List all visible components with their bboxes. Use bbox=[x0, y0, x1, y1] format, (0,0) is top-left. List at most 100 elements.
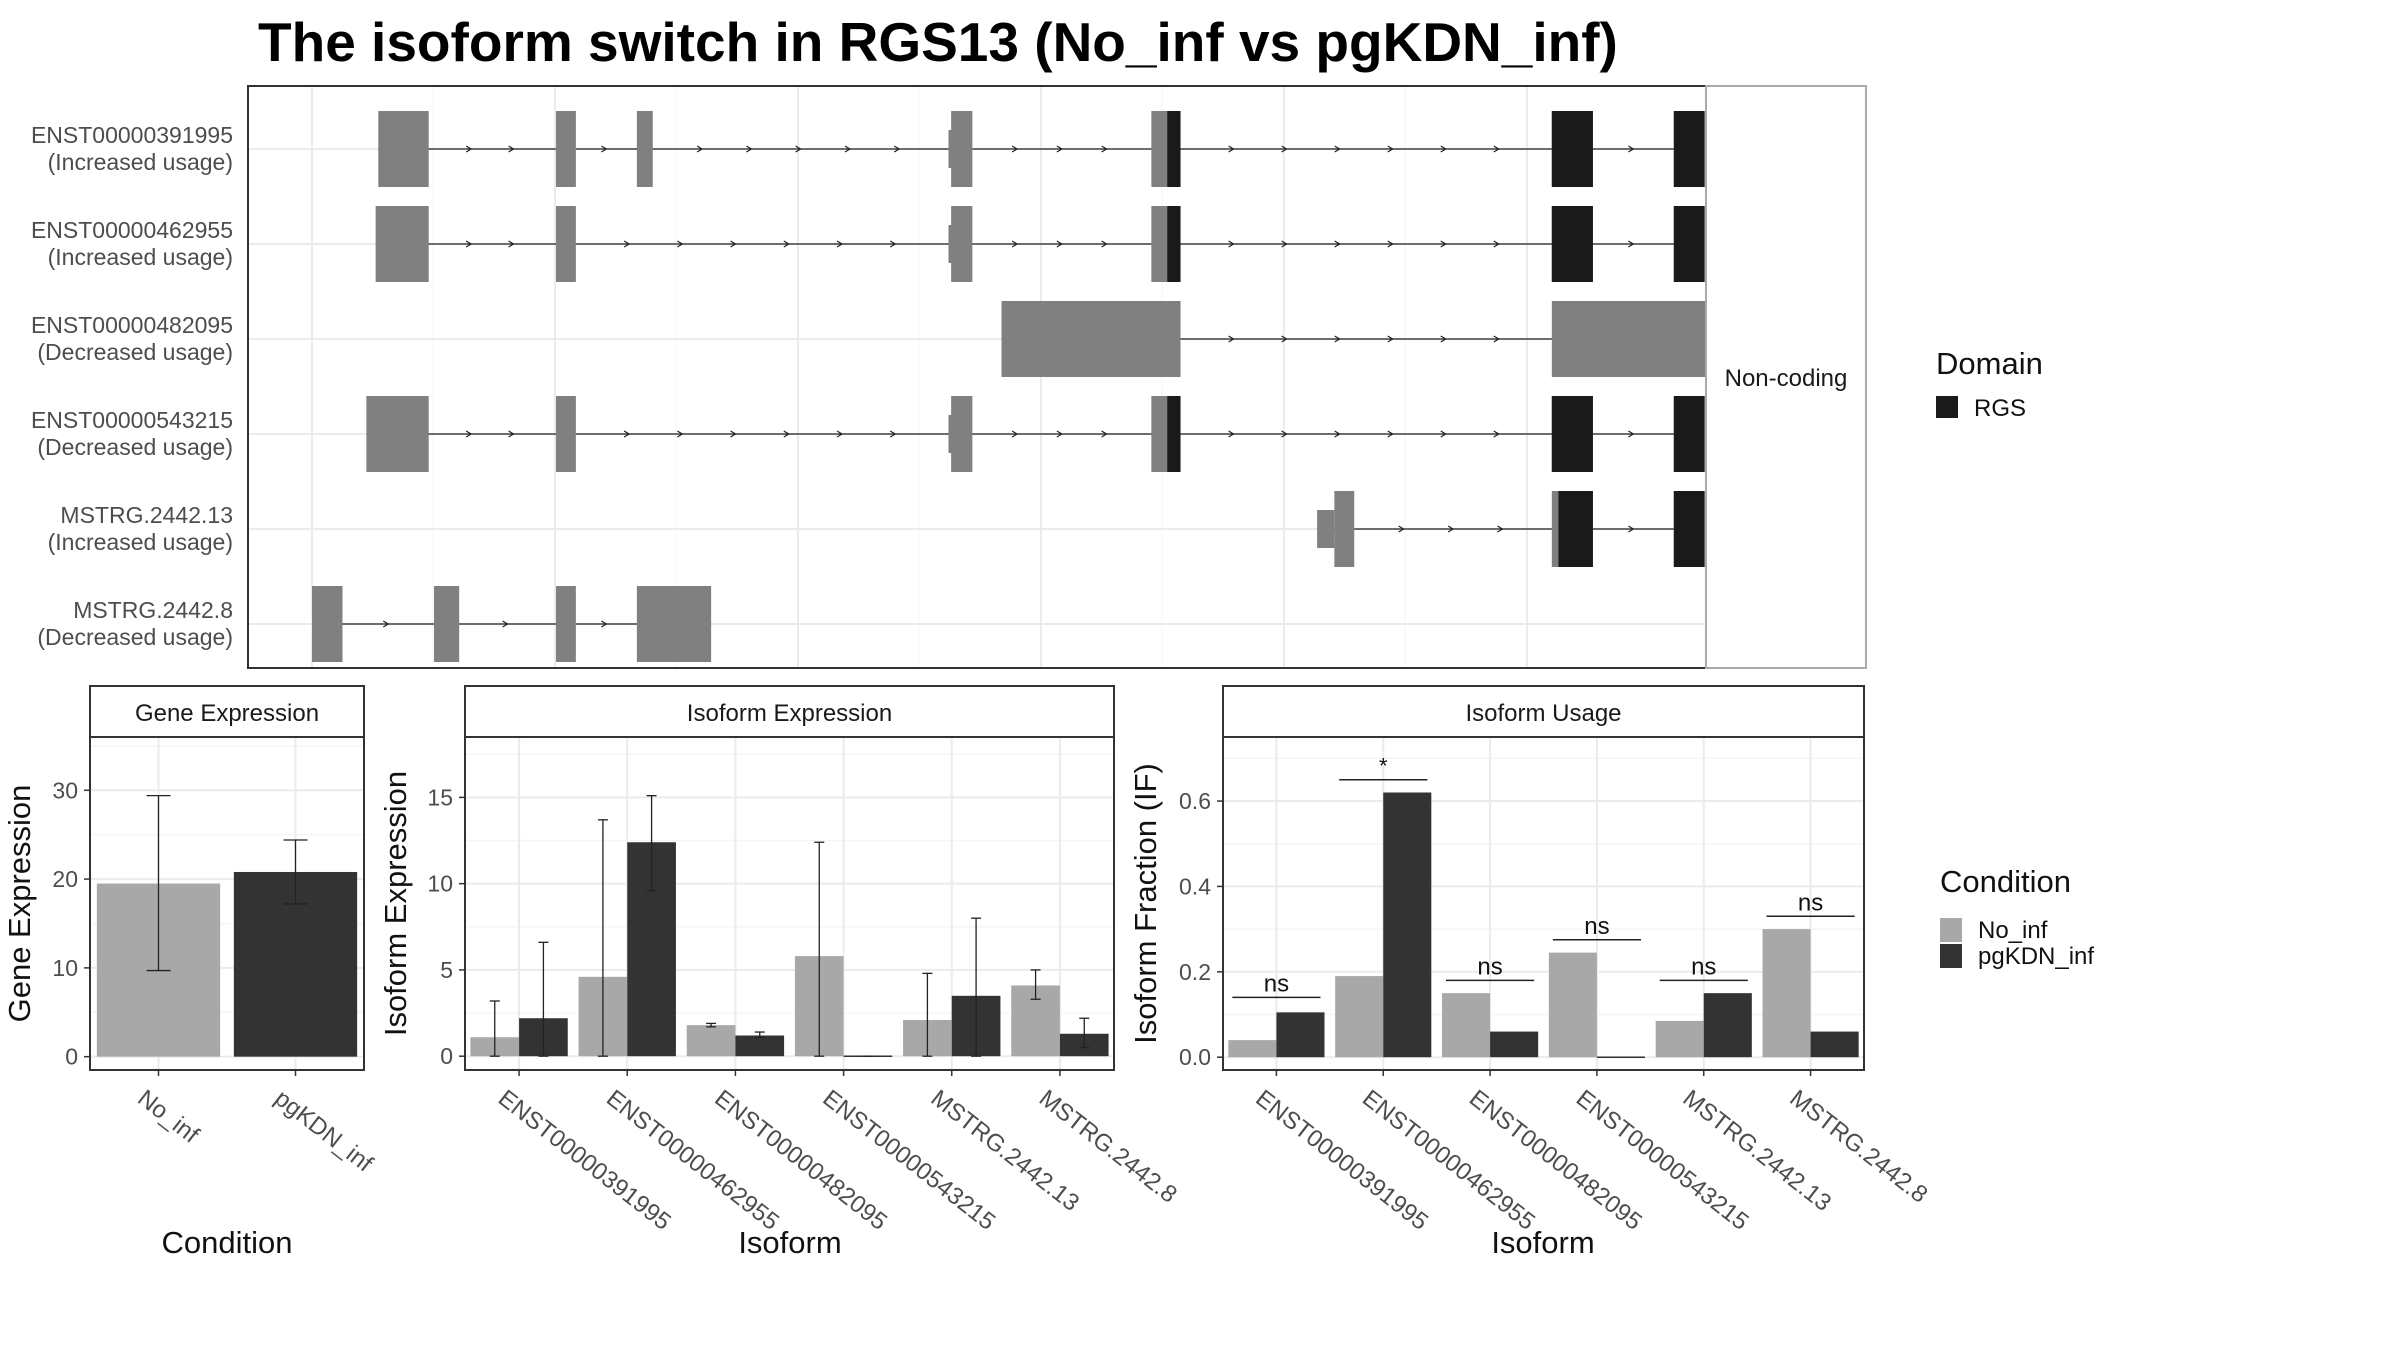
intron-arrow bbox=[795, 145, 802, 153]
exon bbox=[951, 111, 973, 187]
x-tick-label: ENST00000391995 bbox=[1250, 1085, 1433, 1236]
rgs-domain bbox=[1167, 206, 1181, 282]
intron-arrow bbox=[677, 430, 684, 438]
intron-arrow bbox=[1628, 240, 1635, 248]
intron-arrow bbox=[1056, 430, 1064, 438]
x-tick-label: pgKDN_inf bbox=[269, 1085, 377, 1178]
exon bbox=[1334, 491, 1355, 567]
domain-legend-label: RGS bbox=[1974, 395, 2026, 422]
transcript-panel-background bbox=[248, 86, 1706, 668]
transcript-structure-panel: ENST00000391995 (Increased usage) ENST0000… bbox=[31, 85, 1867, 669]
intron-arrow bbox=[508, 145, 515, 153]
exon bbox=[378, 111, 429, 187]
exon bbox=[555, 586, 576, 662]
exon bbox=[555, 111, 576, 187]
intron-arrow bbox=[844, 145, 852, 153]
bar bbox=[1383, 792, 1432, 1058]
intron-arrow bbox=[1056, 240, 1064, 248]
facet-strip-label: Non-coding bbox=[1725, 365, 1848, 392]
panel-background bbox=[465, 737, 1114, 1070]
facet-strip bbox=[1705, 85, 1867, 669]
intron-arrow bbox=[1628, 145, 1635, 153]
exon bbox=[312, 586, 343, 662]
exon bbox=[951, 396, 973, 472]
isoform-usage-panel: Isoform Usage 0.0 0.2 0.4 0.6 ns * ns ns ns ns ENST… bbox=[1128, 685, 1933, 1260]
intron-arrow bbox=[1493, 145, 1500, 153]
x-tick-label: ENST00000543215 bbox=[1571, 1085, 1754, 1236]
intron-arrow bbox=[1387, 145, 1394, 153]
x-tick-label: No_inf bbox=[132, 1085, 204, 1149]
bar bbox=[1762, 929, 1811, 1058]
transcript-row: MSTRG.2442.8(Decreased usage) bbox=[37, 586, 712, 662]
intron-arrow bbox=[1387, 240, 1394, 248]
transcript-id-label: MSTRG.2442.13 bbox=[60, 502, 233, 528]
exon bbox=[636, 111, 653, 187]
panel-strip-title: Isoform Usage bbox=[1465, 700, 1621, 727]
y-axis-title: Gene Expression bbox=[2, 785, 37, 1023]
intron-arrow bbox=[1440, 430, 1447, 438]
y-tick-label: 20 bbox=[52, 866, 78, 892]
rgs-domain bbox=[1673, 396, 1705, 472]
condition-legend-label: pgKDN_inf bbox=[1978, 943, 2094, 970]
domain-legend-key bbox=[1936, 396, 1958, 418]
isoform-expression-panel: Isoform Expression051015ENST00000391995E… bbox=[378, 685, 1182, 1260]
intron-arrow bbox=[1281, 240, 1288, 248]
exon bbox=[555, 206, 576, 282]
y-tick-label: 0 bbox=[440, 1043, 453, 1069]
bar bbox=[1276, 1012, 1325, 1058]
intron-arrow bbox=[746, 145, 753, 153]
exon bbox=[555, 396, 576, 472]
panel-strip bbox=[1222, 685, 1865, 738]
significance-label: ns bbox=[1691, 953, 1716, 980]
panel-border bbox=[464, 736, 1115, 1071]
intron-arrow bbox=[836, 240, 844, 248]
rgs-domain bbox=[1551, 206, 1593, 282]
intron-arrow bbox=[465, 240, 473, 248]
exon bbox=[375, 206, 429, 282]
transcript-id-label: ENST00000462955 bbox=[31, 217, 233, 243]
intron-arrow bbox=[382, 620, 390, 628]
intron-arrow bbox=[601, 620, 608, 628]
panel-strip-title: Gene Expression bbox=[135, 700, 319, 727]
intron-arrow bbox=[1228, 145, 1235, 153]
rgs-domain bbox=[1551, 396, 1593, 472]
significance-label: * bbox=[1379, 754, 1388, 779]
domain-legend: Domain RGS bbox=[1936, 346, 2043, 422]
y-tick-label: 0.6 bbox=[1179, 788, 1211, 814]
transcript-id-label: MSTRG.2442.8 bbox=[73, 597, 233, 623]
bar bbox=[735, 1035, 785, 1057]
gene-expression-panel: Gene Expression 0 10 20 30 No_inf pgKDN_inf Con… bbox=[2, 685, 378, 1260]
panel-border bbox=[89, 736, 365, 1071]
intron-arrow bbox=[1228, 430, 1235, 438]
intron-arrow bbox=[1440, 240, 1447, 248]
exon bbox=[433, 586, 460, 662]
intron-arrow bbox=[730, 240, 737, 248]
condition-legend-label: No_inf bbox=[1978, 917, 2048, 944]
transcript-id-label: ENST00000391995 bbox=[31, 122, 233, 148]
y-axis-title: Isoform Expression bbox=[378, 771, 413, 1036]
panel-strip bbox=[464, 685, 1115, 738]
intron-arrow bbox=[1628, 430, 1635, 438]
intron-arrow bbox=[1334, 145, 1341, 153]
intron-arrow bbox=[1011, 240, 1019, 248]
exon bbox=[948, 415, 953, 453]
intron-arrow bbox=[1493, 430, 1500, 438]
intron-arrow bbox=[677, 240, 684, 248]
transcript-usage-label: (Decreased usage) bbox=[37, 624, 233, 650]
intron-arrow bbox=[623, 430, 631, 438]
transcript-usage-label: (Increased usage) bbox=[48, 529, 233, 555]
rgs-domain bbox=[1167, 111, 1181, 187]
intron-arrow bbox=[465, 430, 473, 438]
y-tick-label: 0.4 bbox=[1179, 873, 1211, 899]
rgs-domain bbox=[1551, 111, 1593, 187]
bar bbox=[1442, 993, 1491, 1058]
intron-arrow bbox=[1334, 430, 1341, 438]
x-axis-title: Isoform bbox=[738, 1225, 841, 1260]
bar bbox=[1655, 1020, 1704, 1058]
transcript-usage-label: (Decreased usage) bbox=[37, 434, 233, 460]
condition-legend-key bbox=[1940, 918, 1962, 942]
significance-label: ns bbox=[1584, 913, 1609, 940]
transcript-id-label: ENST00000543215 bbox=[31, 407, 233, 433]
intron-arrow bbox=[893, 145, 901, 153]
intron-arrow bbox=[783, 240, 790, 248]
